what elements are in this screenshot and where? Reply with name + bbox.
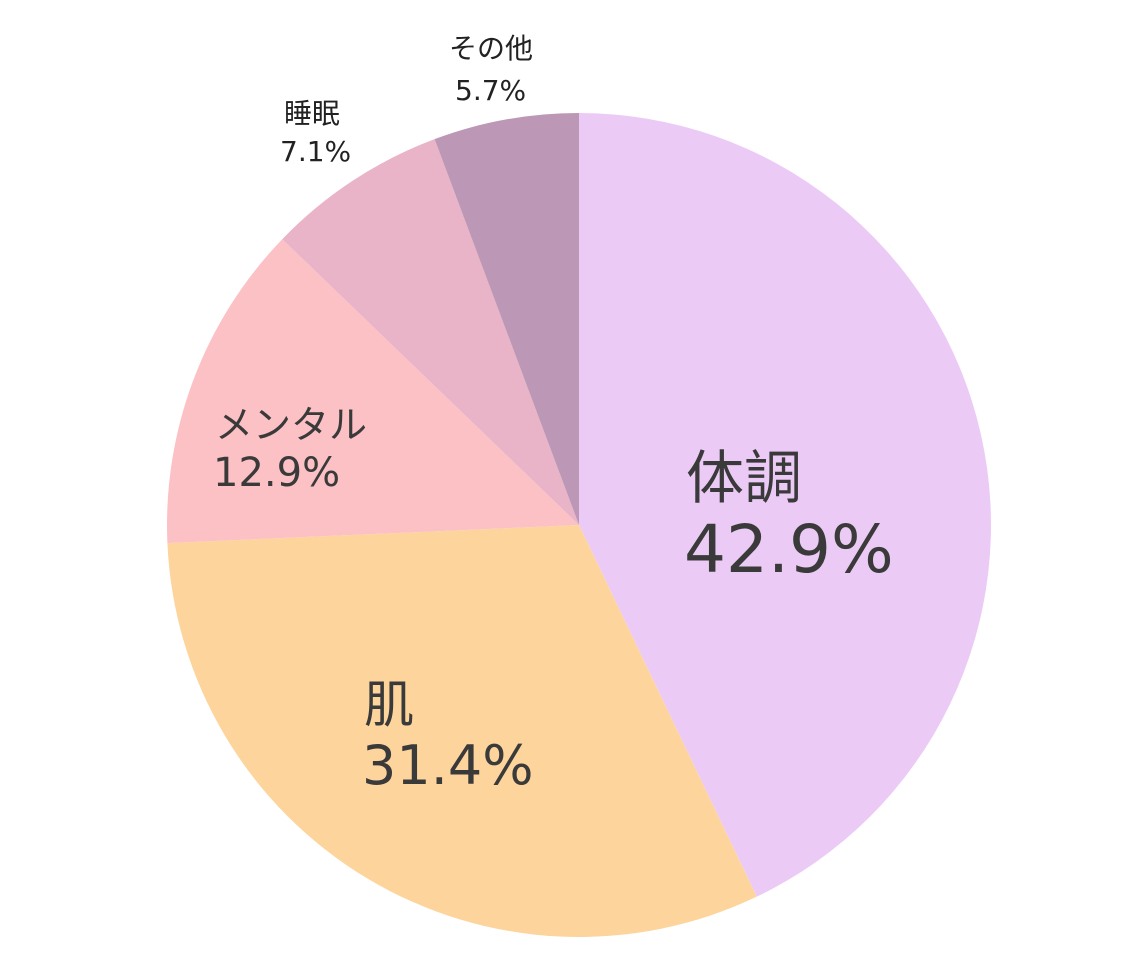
slice-label-mental: メンタル [215,403,367,447]
slice-label-hada: 肌 [364,676,414,734]
pie-slice-suimin [282,139,579,525]
slice-value-mental: 12.9% [213,450,340,496]
slice-value-sonota: 5.7% [455,74,526,107]
pie-labels: 体調 42.9% 肌 31.4% メンタル 12.9% 睡眠 7.1% その他 … [213,32,894,797]
slice-value-taicho: 42.9% [684,511,894,588]
pie-slice-hada [167,525,757,937]
slice-value-suimin: 7.1% [280,135,351,168]
slice-label-suimin: 睡眠 [284,97,340,130]
pie-slice-mental [167,239,580,544]
slice-label-sonota: その他 [449,32,533,65]
pie-slice-taicho [579,113,992,897]
slice-value-hada: 31.4% [362,734,534,797]
pie-slice-sonota [434,113,579,525]
pie-slices [167,113,992,937]
slice-label-taicho: 体調 [686,444,802,512]
